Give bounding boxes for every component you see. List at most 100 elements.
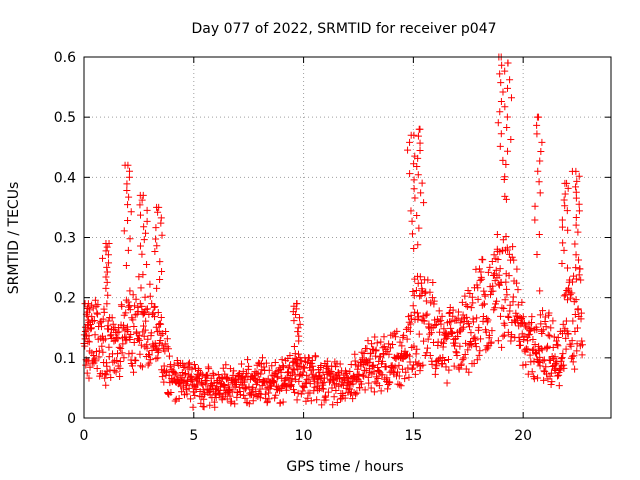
data-point [516, 337, 524, 345]
data-point [496, 108, 504, 116]
data-point [365, 379, 373, 387]
data-point [158, 373, 166, 381]
data-point [498, 61, 506, 69]
data-point [230, 367, 238, 375]
data-point [262, 359, 270, 367]
data-point [298, 371, 306, 379]
data-point [536, 157, 544, 165]
data-point [141, 293, 149, 301]
data-point [395, 361, 403, 369]
data-point [189, 403, 197, 411]
data-point [385, 350, 393, 358]
data-point [157, 320, 165, 328]
data-point [125, 193, 133, 201]
data-point [454, 308, 462, 316]
data-point [499, 332, 507, 340]
data-point [515, 333, 523, 341]
chart-title: Day 077 of 2022, SRMTID for receiver p04… [191, 21, 496, 37]
data-point [449, 312, 457, 320]
data-point [122, 262, 130, 270]
data-point [295, 314, 303, 322]
data-point [574, 305, 582, 313]
data-point [501, 321, 509, 329]
data-point [130, 323, 138, 331]
data-point [386, 379, 394, 387]
data-point [522, 361, 530, 369]
data-point [317, 361, 325, 369]
data-point [476, 276, 484, 284]
data-point [542, 370, 550, 378]
data-point [124, 161, 132, 169]
data-point [242, 384, 250, 392]
data-point [371, 333, 379, 341]
data-point [410, 245, 418, 253]
data-point [361, 386, 369, 394]
data-point [530, 375, 538, 383]
data-point [503, 291, 511, 299]
data-point [563, 296, 571, 304]
data-point [424, 276, 432, 284]
data-point [504, 84, 512, 92]
data-point [572, 167, 580, 175]
data-point [480, 287, 488, 295]
data-point [533, 250, 541, 258]
grid-lines [84, 57, 611, 418]
data-point [137, 211, 144, 219]
data-point [500, 305, 508, 313]
data-point [195, 374, 203, 382]
data-point [122, 309, 130, 317]
data-point [358, 380, 366, 388]
data-point [568, 289, 576, 297]
data-point [154, 347, 162, 355]
data-point [129, 316, 137, 324]
data-point [128, 362, 136, 370]
data-point [105, 343, 113, 351]
data-point [117, 344, 125, 352]
data-point [439, 353, 447, 361]
data-point [472, 339, 480, 347]
data-point [172, 395, 180, 403]
data-point [554, 342, 562, 350]
data-point [470, 359, 478, 367]
data-point [123, 186, 131, 194]
data-point [572, 264, 580, 272]
data-point [460, 354, 468, 362]
data-point [537, 147, 545, 155]
data-point [351, 390, 359, 398]
data-point [557, 355, 565, 363]
data-point [95, 353, 103, 361]
data-point [532, 350, 540, 358]
data-point [145, 359, 153, 367]
data-point [241, 378, 249, 386]
data-point [552, 337, 560, 345]
data-point [374, 375, 382, 383]
data-point [536, 311, 544, 319]
data-point [551, 365, 559, 373]
data-point [285, 368, 293, 376]
data-point [85, 332, 93, 340]
data-point [102, 284, 110, 292]
data-point [98, 342, 106, 350]
data-point [514, 301, 522, 309]
data-point [528, 368, 536, 376]
data-point [577, 276, 585, 284]
data-point [318, 401, 326, 409]
x-axis-label: GPS time / hours [286, 459, 403, 475]
data-point [116, 372, 124, 380]
data-point [423, 310, 431, 318]
data-point [440, 325, 448, 333]
data-point [379, 357, 387, 365]
data-point [81, 342, 89, 350]
data-point [564, 330, 572, 338]
data-point [487, 338, 495, 346]
data-point [245, 362, 253, 370]
data-point [314, 386, 322, 394]
data-point [199, 381, 207, 389]
data-point [90, 317, 98, 325]
data-point [464, 320, 472, 328]
data-point [188, 365, 196, 373]
data-point [240, 391, 248, 399]
data-point [102, 240, 110, 248]
data-point [293, 300, 301, 308]
data-point [546, 356, 554, 364]
